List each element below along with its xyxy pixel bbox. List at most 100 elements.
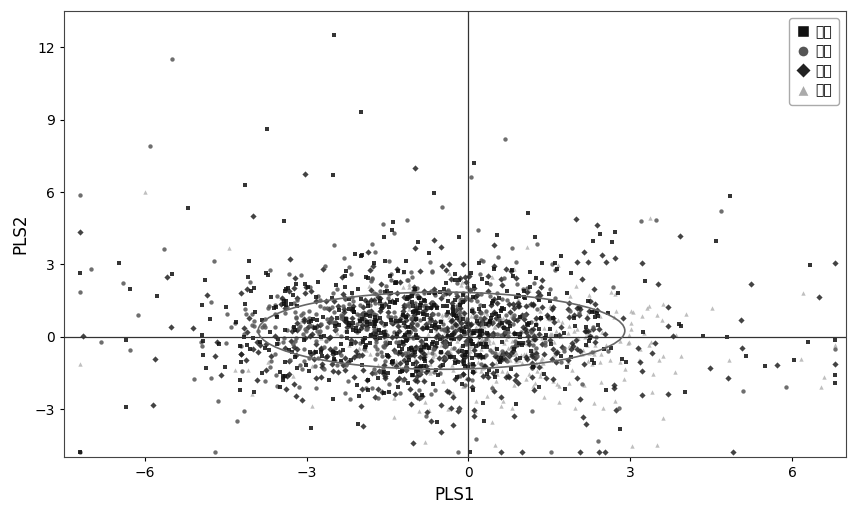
Point — [420, 341, 434, 349]
Point — [362, 317, 375, 325]
Point — [448, 327, 462, 335]
Point — [530, 367, 544, 375]
Point — [466, 368, 480, 376]
Point — [276, 371, 290, 380]
Point — [503, 345, 517, 353]
Point — [512, 330, 526, 338]
Point — [460, 283, 474, 291]
Point — [364, 275, 378, 283]
Point — [309, 374, 323, 382]
Point — [506, 314, 519, 322]
Point — [549, 332, 563, 340]
Point — [276, 338, 290, 346]
Point — [547, 351, 560, 359]
Point — [493, 319, 506, 328]
Point — [484, 300, 498, 308]
Point — [309, 384, 322, 392]
Point — [270, 382, 284, 390]
Point — [277, 297, 291, 305]
Point — [817, 373, 830, 382]
Point — [195, 301, 209, 310]
Point — [314, 344, 327, 352]
Point — [338, 389, 351, 397]
Point — [295, 365, 309, 373]
Point — [650, 441, 664, 450]
Point — [441, 348, 455, 356]
Point — [405, 307, 419, 316]
Point — [463, 286, 476, 295]
Point — [386, 319, 399, 328]
Point — [512, 340, 525, 349]
Point — [403, 293, 417, 301]
Point — [496, 350, 510, 358]
Point — [409, 307, 423, 315]
Point — [511, 299, 524, 307]
Point — [234, 357, 248, 366]
Point — [473, 301, 487, 309]
Point — [562, 313, 576, 321]
Point — [131, 311, 145, 319]
Point — [289, 337, 303, 346]
Point — [558, 385, 572, 393]
Point — [509, 258, 523, 266]
Point — [495, 319, 509, 328]
Point — [519, 323, 533, 331]
Point — [290, 334, 303, 342]
Point — [378, 331, 392, 339]
Point — [405, 268, 418, 277]
Point — [618, 365, 632, 373]
Point — [402, 282, 416, 290]
Point — [458, 362, 472, 370]
Point — [505, 343, 518, 351]
Point — [620, 338, 634, 347]
Point — [368, 299, 381, 307]
Point — [384, 316, 398, 324]
Point — [279, 345, 292, 353]
Point — [374, 329, 387, 337]
Point — [412, 304, 426, 313]
Point — [451, 449, 464, 457]
Point — [436, 302, 450, 311]
Point — [614, 358, 627, 366]
Point — [213, 340, 226, 348]
Point — [377, 360, 391, 369]
Point — [471, 305, 485, 313]
Point — [513, 332, 527, 340]
Point — [555, 317, 569, 325]
Point — [276, 376, 290, 384]
Point — [324, 315, 338, 323]
Point — [377, 321, 391, 329]
Point — [476, 399, 489, 407]
Point — [356, 422, 369, 431]
Point — [437, 324, 451, 333]
Point — [459, 337, 473, 345]
Point — [606, 283, 620, 291]
Point — [621, 338, 635, 346]
Point — [450, 279, 464, 287]
Point — [499, 311, 512, 319]
Point — [297, 345, 310, 353]
Point — [529, 319, 542, 328]
Point — [160, 272, 174, 281]
Point — [356, 308, 369, 317]
Point — [325, 294, 339, 302]
Point — [470, 339, 484, 348]
Point — [397, 268, 411, 277]
Point — [423, 299, 437, 307]
Point — [364, 307, 378, 315]
Point — [405, 319, 419, 328]
Point — [466, 360, 480, 368]
Point — [448, 307, 462, 316]
Point — [452, 333, 465, 341]
Point — [506, 329, 519, 337]
Point — [758, 362, 772, 370]
Point — [410, 365, 423, 373]
Point — [545, 260, 559, 268]
Point — [452, 405, 465, 413]
Point — [219, 363, 232, 371]
Point — [452, 334, 466, 342]
Point — [74, 449, 87, 457]
Point — [501, 332, 515, 340]
Point — [186, 324, 200, 332]
Point — [230, 417, 243, 425]
